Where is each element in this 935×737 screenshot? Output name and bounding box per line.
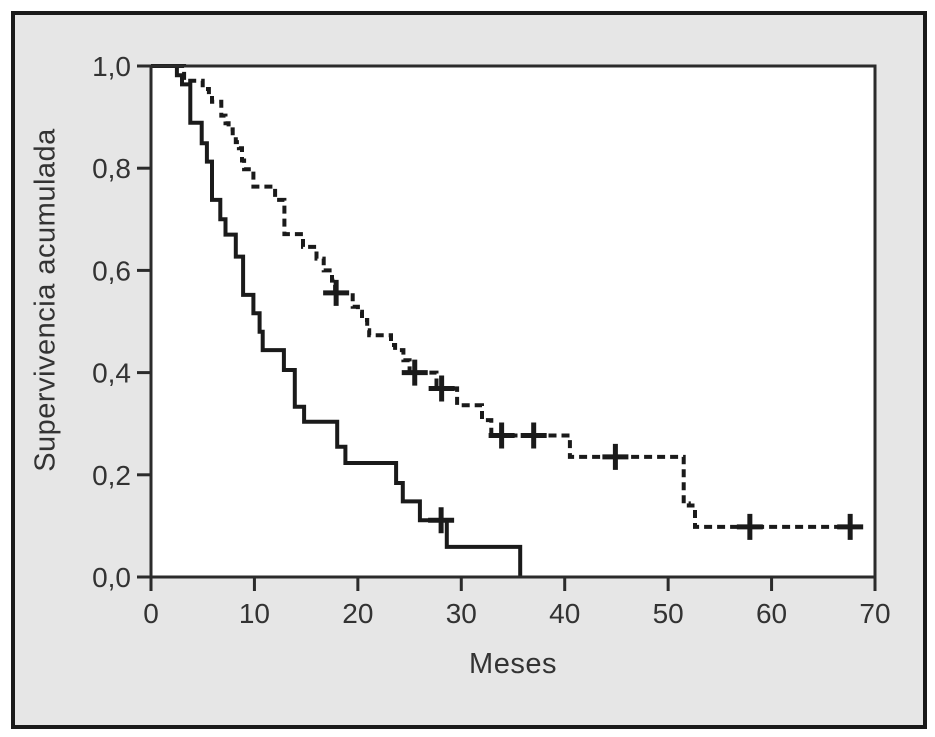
censor-mark	[602, 443, 629, 470]
censor-mark	[401, 359, 428, 386]
y-tick-label: 1,0	[92, 51, 131, 82]
y-axis-title: Supervivencia acumulada	[29, 128, 62, 472]
y-tick-label: 0,4	[92, 358, 131, 389]
x-tick-label: 10	[239, 598, 270, 629]
survival-curve-solid	[151, 64, 523, 577]
y-tick-label: 0,8	[92, 153, 131, 184]
x-tick-label: 20	[342, 598, 373, 629]
y-tick-label: 0,0	[92, 562, 131, 593]
x-tick-label: 60	[756, 598, 787, 629]
x-tick-label: 70	[859, 598, 890, 629]
y-tick-label: 0,2	[92, 460, 131, 491]
censor-mark	[428, 507, 455, 534]
x-tick-label: 30	[446, 598, 477, 629]
x-tick-label: 40	[549, 598, 580, 629]
censor-mark	[428, 375, 455, 402]
x-tick-label: 0	[143, 598, 159, 629]
plot-area	[151, 66, 875, 577]
plot-spines	[149, 64, 877, 579]
censor-mark	[323, 279, 350, 306]
censor-mark	[736, 513, 763, 540]
y-tick-label: 0,6	[92, 255, 131, 286]
censor-mark	[488, 422, 515, 449]
censor-mark	[520, 422, 547, 449]
survival-curve-dashed	[151, 64, 857, 529]
x-axis-title: Meses	[469, 648, 557, 680]
censor-mark	[837, 513, 864, 540]
x-tick-label: 50	[653, 598, 684, 629]
